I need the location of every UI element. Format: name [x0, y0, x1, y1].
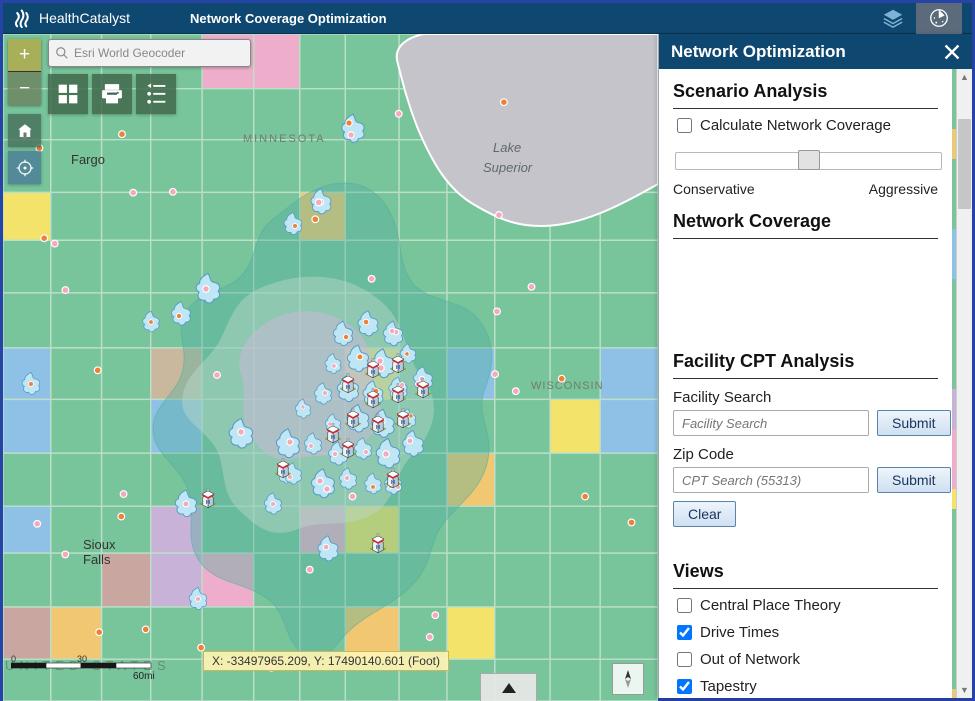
- svg-text:MINNESOTA: MINNESOTA: [243, 133, 326, 145]
- svg-text:Superior: Superior: [483, 160, 533, 175]
- svg-text:60mi: 60mi: [133, 671, 155, 682]
- svg-text:0: 0: [11, 654, 16, 664]
- svg-text:WISCONSIN: WISCONSIN: [531, 380, 604, 392]
- svg-text:Falls: Falls: [83, 552, 111, 567]
- svg-text:Lake: Lake: [493, 140, 521, 155]
- svg-text:30: 30: [77, 654, 87, 664]
- svg-text:Sioux: Sioux: [83, 537, 116, 552]
- svg-text:Fargo: Fargo: [71, 152, 105, 167]
